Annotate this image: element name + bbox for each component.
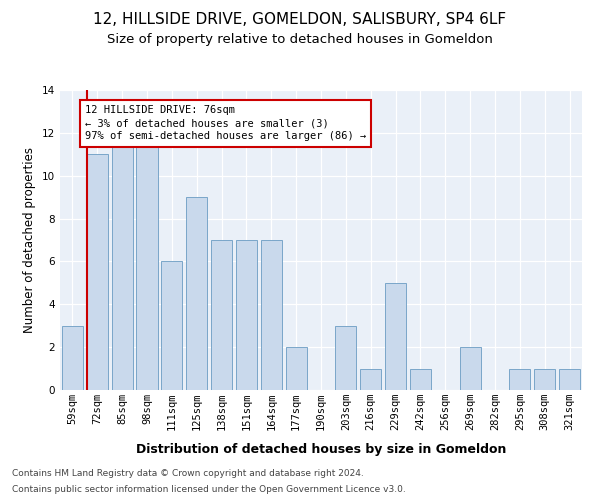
Bar xyxy=(534,368,555,390)
Bar xyxy=(335,326,356,390)
Bar xyxy=(261,240,282,390)
Bar xyxy=(87,154,108,390)
Text: Distribution of detached houses by size in Gomeldon: Distribution of detached houses by size … xyxy=(136,442,506,456)
Text: Contains HM Land Registry data © Crown copyright and database right 2024.: Contains HM Land Registry data © Crown c… xyxy=(12,468,364,477)
Text: 12 HILLSIDE DRIVE: 76sqm
← 3% of detached houses are smaller (3)
97% of semi-det: 12 HILLSIDE DRIVE: 76sqm ← 3% of detache… xyxy=(85,105,366,142)
Bar xyxy=(186,197,207,390)
Y-axis label: Number of detached properties: Number of detached properties xyxy=(23,147,37,333)
Bar xyxy=(460,347,481,390)
Text: 12, HILLSIDE DRIVE, GOMELDON, SALISBURY, SP4 6LF: 12, HILLSIDE DRIVE, GOMELDON, SALISBURY,… xyxy=(94,12,506,28)
Bar xyxy=(211,240,232,390)
Bar xyxy=(360,368,381,390)
Bar xyxy=(286,347,307,390)
Bar xyxy=(410,368,431,390)
Text: Contains public sector information licensed under the Open Government Licence v3: Contains public sector information licen… xyxy=(12,485,406,494)
Bar xyxy=(509,368,530,390)
Bar xyxy=(112,133,133,390)
Bar xyxy=(136,133,158,390)
Bar xyxy=(559,368,580,390)
Bar xyxy=(62,326,83,390)
Bar xyxy=(385,283,406,390)
Bar xyxy=(161,262,182,390)
Text: Size of property relative to detached houses in Gomeldon: Size of property relative to detached ho… xyxy=(107,32,493,46)
Bar xyxy=(236,240,257,390)
